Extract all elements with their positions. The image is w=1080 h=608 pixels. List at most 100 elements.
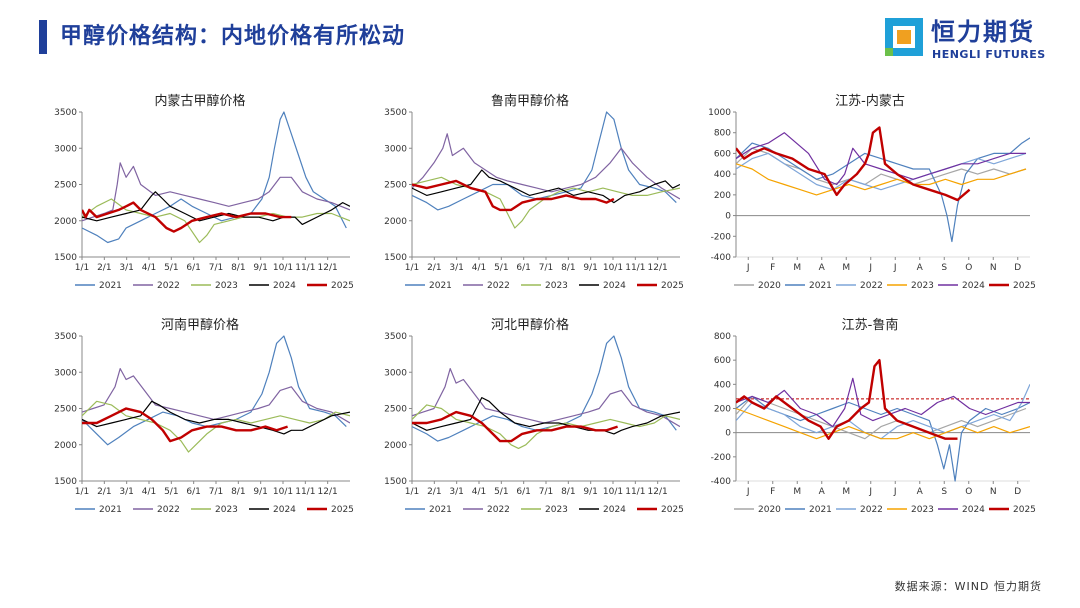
x-tick-label: 10/1 — [603, 263, 623, 273]
chart-neimenggu-price: 内蒙古甲醇价格 1500 2000 2500 3000 3500 1/1 2/1 3/1 4/1… — [40, 88, 360, 303]
legend-label-2023: 2023 — [215, 281, 238, 291]
legend-label-2020: 2020 — [758, 505, 781, 515]
x-tick-label: A — [819, 263, 826, 273]
x-tick-label: J — [746, 487, 750, 497]
x-tick-label: S — [941, 263, 947, 273]
chart-plot-svg: 1500 2000 2500 3000 3500 1/1 2/1 3/1 4/1 5/1 6/1 7/… — [54, 108, 354, 291]
x-tick-label: J — [893, 487, 897, 497]
x-tick-label: M — [842, 263, 850, 273]
x-tick-label: 4/1 — [472, 263, 486, 273]
chart-plot-svg: -400 -200 0 200 400 600 800 1000 J F M A M J J A S O N D 202… — [708, 108, 1036, 291]
chart-jiangsu-neimenggu-spread: 江苏-内蒙古 -400 -200 0 200 400 600 800 1000 J F M A M J J A… — [700, 88, 1040, 303]
series-line-2022 — [736, 384, 1030, 440]
series-line-2021 — [736, 137, 1030, 243]
x-tick-label: 5/1 — [164, 487, 178, 497]
chart-title: 河北甲醇价格 — [490, 318, 569, 333]
chart-title: 江苏-内蒙古 — [835, 94, 905, 109]
series-line-2024 — [412, 396, 680, 435]
x-tick-label: 6/1 — [186, 487, 200, 497]
x-tick-label: 11/1 — [295, 263, 315, 273]
x-tick-label: 4/1 — [142, 263, 156, 273]
y-tick-label: 3000 — [54, 368, 77, 378]
y-tick-label: 3000 — [384, 144, 407, 154]
legend-label-2024: 2024 — [273, 281, 296, 291]
x-tick-label: 11/1 — [625, 263, 645, 273]
x-tick-label: F — [770, 263, 775, 273]
legend-label-2023: 2023 — [545, 505, 568, 515]
series-line-2024 — [82, 191, 350, 225]
legend-label-2022: 2022 — [157, 281, 180, 291]
legend-label-2022: 2022 — [860, 505, 883, 515]
x-tick-label: 1/1 — [405, 487, 419, 497]
series-line-2024 — [412, 169, 680, 204]
legend-label-2025: 2025 — [331, 505, 354, 515]
y-tick-label: 400 — [714, 380, 731, 390]
x-tick-label: S — [941, 487, 947, 497]
chart-title: 鲁南甲醇价格 — [490, 94, 569, 109]
x-tick-label: 3/1 — [119, 263, 133, 273]
legend-label-2024: 2024 — [962, 281, 985, 291]
y-tick-label: 600 — [714, 356, 731, 366]
x-tick-label: 7/1 — [209, 487, 223, 497]
legend-label-2021: 2021 — [809, 281, 832, 291]
x-tick-label: 7/1 — [539, 487, 553, 497]
legend-label-2023: 2023 — [911, 281, 934, 291]
x-tick-label: M — [842, 487, 850, 497]
x-tick-label: A — [819, 487, 826, 497]
y-tick-label: 200 — [714, 405, 731, 415]
series-line-2023 — [82, 400, 350, 453]
x-tick-label: F — [770, 487, 775, 497]
x-tick-label: 8/1 — [561, 487, 575, 497]
legend-label-2023: 2023 — [911, 505, 934, 515]
x-tick-label: 9/1 — [253, 487, 267, 497]
series-line-2025 — [412, 179, 615, 212]
x-tick-label: 10/1 — [603, 487, 623, 497]
legend-label-2021: 2021 — [429, 505, 452, 515]
y-tick-label: -200 — [711, 232, 732, 242]
legend-label-2025: 2025 — [661, 281, 684, 291]
legend-label-2022: 2022 — [487, 281, 510, 291]
x-tick-label: 7/1 — [539, 263, 553, 273]
y-tick-label: 3500 — [384, 332, 407, 342]
legend-label-2021: 2021 — [429, 281, 452, 291]
legend-label-2021: 2021 — [99, 505, 122, 515]
x-tick-label: 7/1 — [209, 263, 223, 273]
x-tick-label: 9/1 — [583, 263, 597, 273]
legend-label-2025: 2025 — [1013, 281, 1036, 291]
series-line-2020 — [736, 395, 1027, 440]
y-tick-label: 1500 — [384, 477, 407, 487]
chart-title: 河南甲醇价格 — [160, 318, 239, 333]
y-tick-label: 3500 — [54, 332, 77, 342]
x-tick-label: 12/1 — [318, 487, 338, 497]
y-tick-label: 2500 — [54, 405, 77, 415]
legend-label-2025: 2025 — [1013, 505, 1036, 515]
y-tick-label: 3000 — [384, 368, 407, 378]
x-tick-label: 11/1 — [295, 487, 315, 497]
y-tick-label: 2500 — [384, 405, 407, 415]
x-tick-label: 1/1 — [75, 487, 89, 497]
x-tick-label: 11/1 — [625, 487, 645, 497]
page-title: 甲醇价格结构：内地价格有所松动 — [60, 24, 406, 49]
title-accent-bar — [39, 20, 47, 54]
y-tick-label: 2000 — [54, 217, 77, 227]
x-tick-label: 12/1 — [318, 263, 338, 273]
chart-plot-svg: -400 -200 0 200 400 600 800 J F M A M J J A S O N D 2020 202… — [711, 332, 1036, 515]
series-line-2022 — [82, 367, 350, 424]
series-line-2023 — [82, 198, 350, 244]
x-tick-label: 12/1 — [648, 263, 668, 273]
x-tick-label: 10/1 — [273, 263, 293, 273]
x-tick-label: D — [1014, 487, 1021, 497]
data-source: 数据来源：WIND 恒力期货 — [894, 580, 1042, 593]
series-line-2024 — [736, 377, 1030, 428]
legend-label-2024: 2024 — [273, 505, 296, 515]
legend-label-2021: 2021 — [809, 505, 832, 515]
x-tick-label: 12/1 — [648, 487, 668, 497]
x-tick-label: 2/1 — [427, 487, 441, 497]
x-tick-label: 3/1 — [119, 487, 133, 497]
series-line-2025 — [82, 407, 288, 443]
series-line-2023 — [736, 163, 1027, 196]
y-tick-label: 3500 — [54, 108, 77, 118]
x-tick-label: 9/1 — [253, 263, 267, 273]
legend-label-2020: 2020 — [758, 281, 781, 291]
legend-label-2024: 2024 — [603, 281, 626, 291]
